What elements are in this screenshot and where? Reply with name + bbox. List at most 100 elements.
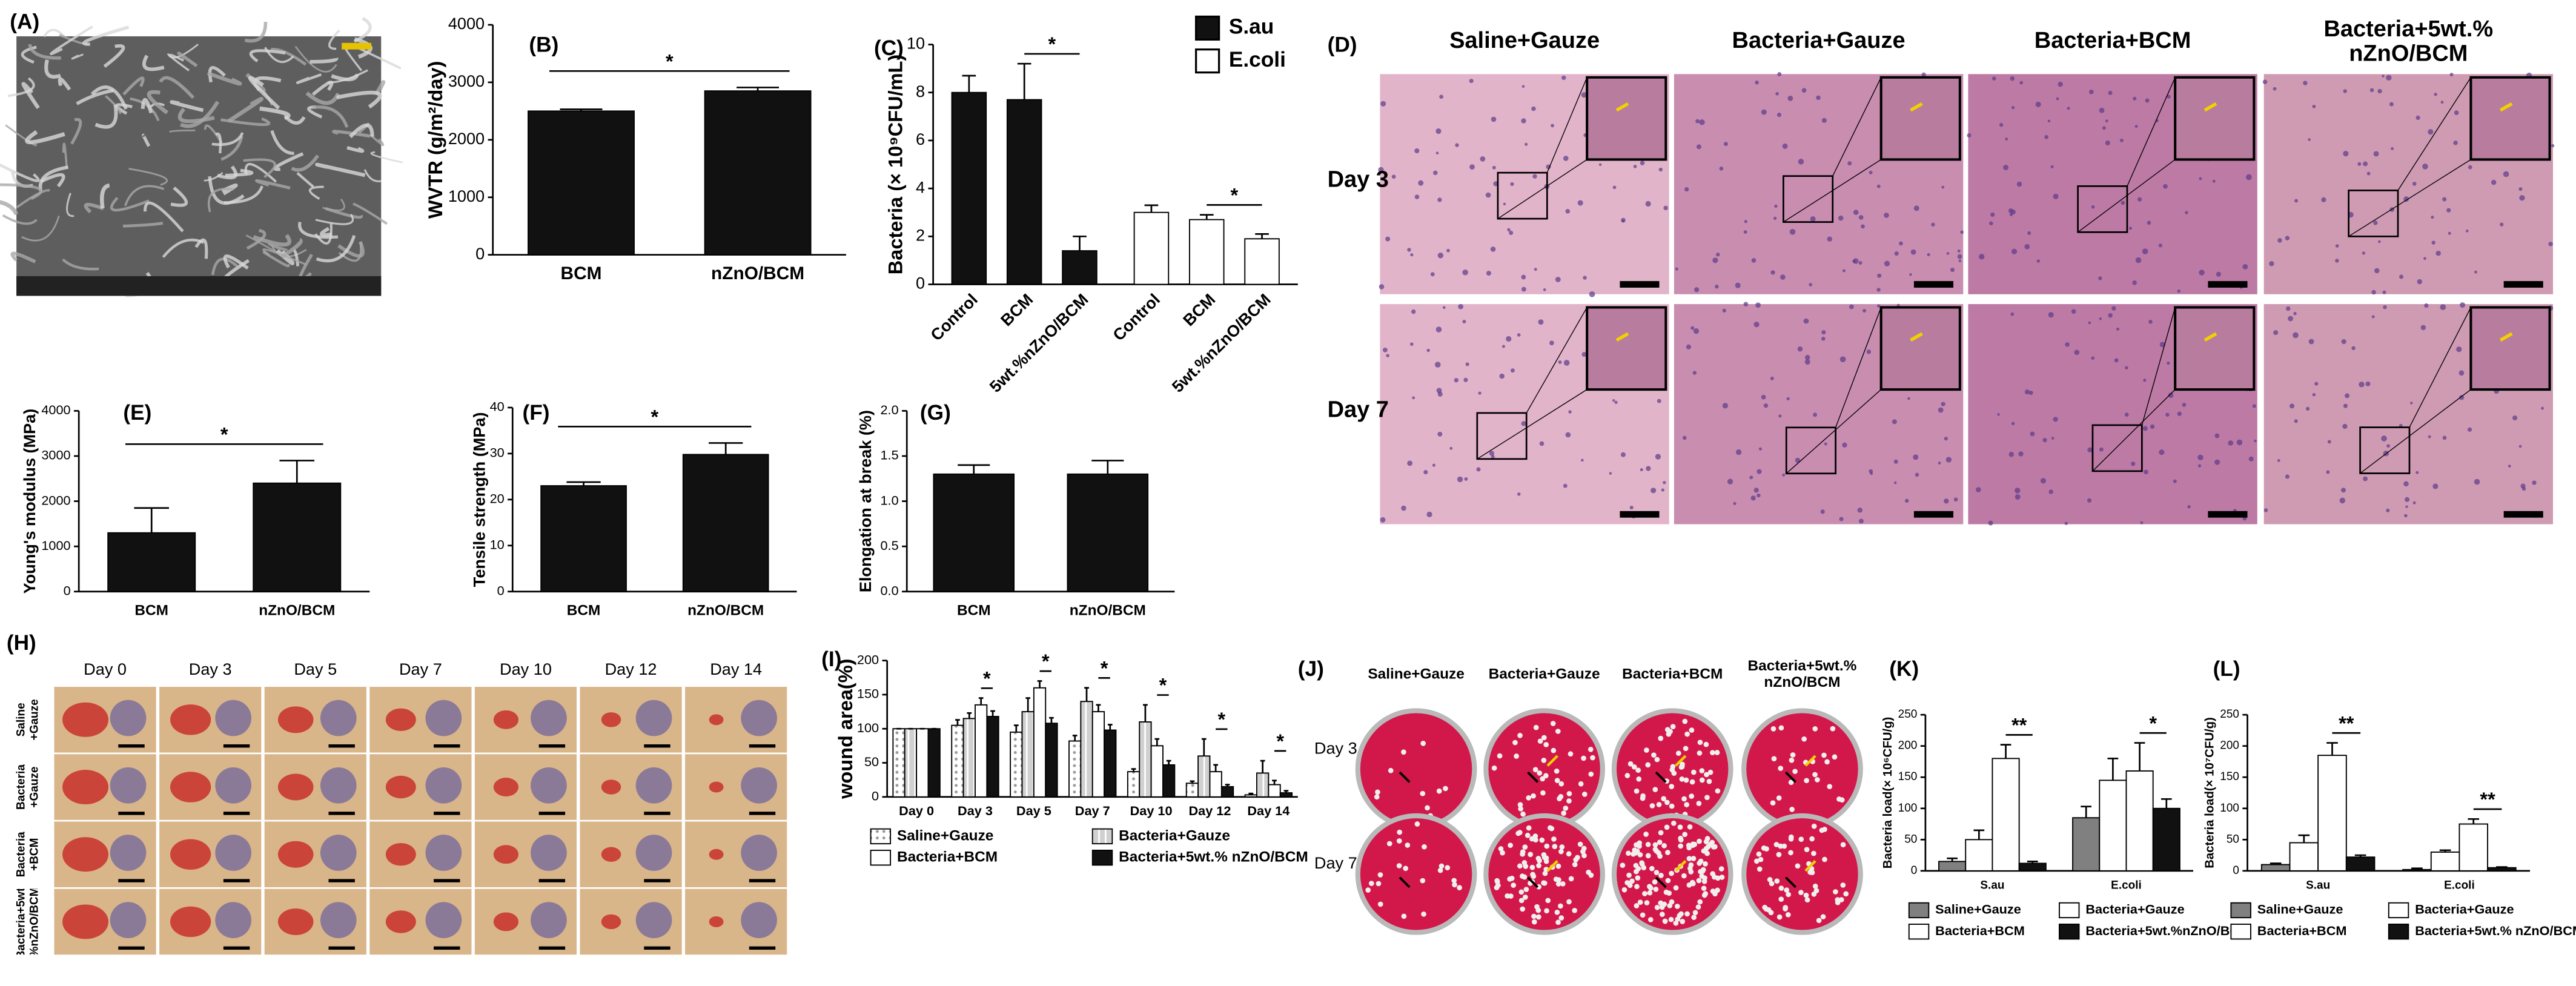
colony: [1701, 848, 1707, 854]
nucleus: [1758, 447, 1762, 451]
bar: [1220, 786, 1234, 798]
nucleus: [2512, 415, 2518, 421]
error-bar: [1201, 738, 1207, 756]
nucleus: [2521, 487, 2526, 491]
bar: [1080, 701, 1093, 798]
nucleus: [2428, 129, 2434, 135]
scale-bar: [2208, 511, 2248, 518]
nucleus: [1640, 468, 1643, 472]
nucleus: [2145, 98, 2150, 103]
colony: [1822, 856, 1827, 862]
nucleus: [1486, 271, 1491, 276]
nucleus: [1957, 254, 1962, 259]
wound: [170, 906, 211, 938]
column-label: Day 10: [500, 660, 552, 678]
nucleus: [1692, 371, 1697, 375]
nucleus: [2440, 304, 2446, 310]
colony: [1420, 790, 1426, 796]
panel-label: (J): [1298, 657, 1324, 681]
colony: [1698, 869, 1703, 875]
nucleus: [2111, 306, 2116, 311]
nucleus: [1786, 397, 1790, 401]
legend-swatch: [1091, 828, 1113, 845]
colony: [1665, 850, 1670, 855]
x-tick-label: E.coli: [2444, 879, 2475, 892]
nucleus: [1810, 216, 1816, 222]
bar: [1992, 758, 2020, 872]
colony: [1662, 918, 1668, 924]
nucleus: [1763, 403, 1769, 408]
error-bar: [1272, 779, 1277, 785]
colony: [1558, 849, 1564, 855]
nucleus: [1517, 333, 1521, 337]
fiber: [280, 238, 303, 259]
colony: [1778, 766, 1784, 771]
nucleus: [2262, 79, 2268, 85]
colony: [1697, 899, 1703, 905]
nucleus: [1798, 159, 1804, 165]
colony: [1833, 889, 1838, 895]
y-tick-label: 4000: [448, 14, 485, 33]
fiber: [21, 215, 60, 242]
scale-bar: [644, 879, 670, 882]
legend-swatch: [870, 849, 892, 866]
bar: [1062, 250, 1098, 285]
colony: [1534, 904, 1540, 910]
panel-label: (A): [10, 10, 39, 34]
colony: [1520, 811, 1526, 817]
nucleus: [2147, 220, 2151, 225]
colony: [1403, 865, 1409, 872]
nucleus: [1581, 352, 1587, 357]
nucleus: [1967, 133, 1972, 138]
scale-bar: [223, 744, 250, 748]
colony: [1681, 873, 1687, 879]
nucleus: [2120, 138, 2124, 142]
nucleus: [1778, 414, 1782, 418]
error-bar: [1072, 735, 1078, 741]
nucleus: [1437, 391, 1443, 397]
fiber: [110, 197, 150, 212]
nucleus: [2424, 303, 2429, 308]
fiber: [144, 201, 184, 233]
colony: [1517, 863, 1523, 869]
fiber: [262, 250, 290, 268]
nucleus: [2308, 138, 2311, 141]
legend-swatch: [1194, 48, 1220, 74]
fiber: [246, 228, 267, 250]
colony: [1580, 849, 1586, 855]
nucleus: [1695, 119, 1700, 124]
nucleus: [1558, 360, 1562, 364]
colony: [1581, 853, 1587, 859]
nucleus: [1842, 269, 1846, 273]
colony: [1629, 878, 1635, 884]
text-box: Bacteria+Gauze: [1489, 666, 1600, 682]
nucleus: [2010, 209, 2016, 215]
nucleus: [2067, 107, 2070, 110]
significance-label: *: [1042, 650, 1050, 672]
membrane: [635, 700, 672, 736]
row-label: Day 3: [1328, 167, 1389, 193]
scale-bar: [118, 812, 145, 815]
error-bar: [1947, 857, 1958, 862]
error-bar: [958, 464, 990, 474]
colony: [1522, 895, 1528, 900]
scale-bar: [118, 744, 145, 748]
nucleus: [2088, 321, 2091, 325]
colony: [1518, 898, 1525, 904]
colony: [1774, 878, 1780, 884]
nucleus: [1722, 403, 1728, 409]
colony: [1696, 801, 1702, 806]
nucleus: [2121, 200, 2125, 205]
nucleus: [1439, 94, 1443, 99]
error-bar: [1025, 697, 1031, 712]
bar: [2458, 823, 2489, 872]
colony: [1645, 841, 1651, 847]
colony: [1555, 863, 1561, 869]
nucleus: [2163, 184, 2168, 189]
nucleus: [1563, 156, 1569, 161]
nucleus: [1999, 123, 2004, 127]
nucleus: [2405, 505, 2408, 508]
colony: [1661, 796, 1667, 802]
colony: [1528, 852, 1534, 858]
nucleus: [2448, 231, 2451, 235]
